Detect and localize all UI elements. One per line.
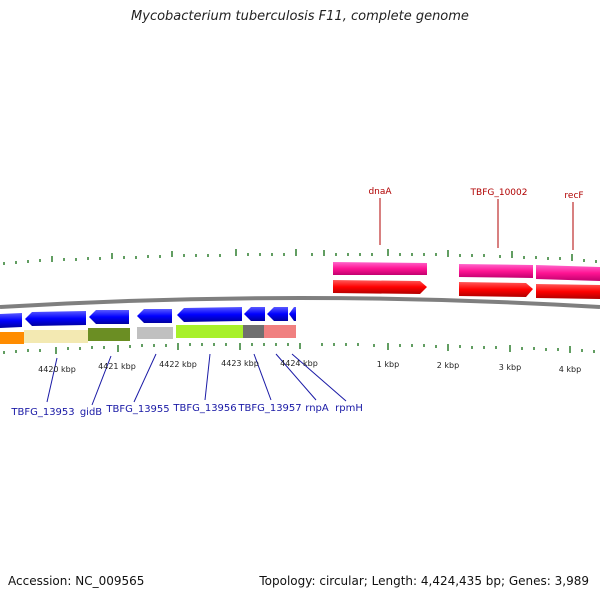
- leader-lines-red: [379, 198, 574, 250]
- cds-tbfg-13956[interactable]: [177, 307, 242, 322]
- kbp-label: 4420 kbp: [38, 365, 76, 374]
- gene-label[interactable]: rpmH: [335, 403, 363, 414]
- cds-tbfg-13953[interactable]: [25, 311, 86, 326]
- kbp-label: 4422 kbp: [159, 360, 197, 369]
- cds-tbfg-10002[interactable]: [459, 282, 533, 297]
- feature-orange[interactable]: [0, 332, 24, 344]
- forward-cds-track: [333, 280, 600, 299]
- cds-rnpA[interactable]: [267, 307, 288, 321]
- kbp-label: 3 kbp: [499, 363, 521, 372]
- kbp-label: 4423 kbp: [221, 359, 259, 368]
- accession-label: Accession: NC_009565: [8, 574, 145, 588]
- gene-label[interactable]: TBFG_10002: [470, 188, 528, 198]
- tick-row-outer: [3, 249, 597, 265]
- feature-grey-dark[interactable]: [243, 325, 264, 338]
- kbp-label: 4 kbp: [559, 365, 581, 374]
- gene-label[interactable]: dnaA: [368, 187, 392, 197]
- reverse-cds-track: [0, 307, 296, 328]
- cds-tbfg-13957[interactable]: [244, 307, 265, 321]
- tick-row-inner: [3, 343, 595, 354]
- feature-salmon[interactable]: [264, 325, 296, 338]
- cds-rpmH[interactable]: [289, 307, 296, 321]
- gene-dnaA[interactable]: [333, 262, 427, 275]
- gene-label[interactable]: TBFG_13953: [10, 407, 74, 418]
- gene-labels-blue: TBFG_13953 gidB TBFG_13955 TBFG_13956 TB…: [10, 403, 363, 418]
- cds-recF[interactable]: [536, 284, 600, 299]
- forward-gene-track: [333, 262, 600, 281]
- cds-tbfg-13955[interactable]: [137, 309, 172, 323]
- gene-label[interactable]: gidB: [80, 407, 102, 418]
- feature-cream[interactable]: [24, 330, 88, 343]
- topology-label: Topology: circular; Length: 4,424,435 bp…: [259, 574, 589, 588]
- gene-label[interactable]: rnpA: [305, 403, 329, 414]
- gene-labels-red: dnaA TBFG_10002 recF: [368, 187, 583, 201]
- kbp-label: 4421 kbp: [98, 362, 136, 371]
- gene-label[interactable]: recF: [564, 191, 583, 201]
- feature-lime[interactable]: [176, 325, 243, 338]
- reverse-feature-track: [0, 325, 296, 344]
- genome-backbone: [0, 296, 600, 309]
- kbp-scale-labels: 4420 kbp 4421 kbp 4422 kbp 4423 kbp 4424…: [38, 359, 581, 374]
- cds-gidB[interactable]: [89, 310, 129, 324]
- feature-grey-light[interactable]: [137, 327, 173, 339]
- kbp-label: 4424 kbp: [280, 359, 318, 368]
- gene-label[interactable]: TBFG_13955: [105, 404, 169, 415]
- kbp-label: 2 kbp: [437, 361, 459, 370]
- kbp-label: 1 kbp: [377, 360, 399, 369]
- cds-tbfg-13953-partial[interactable]: [0, 313, 22, 328]
- feature-olive[interactable]: [88, 328, 130, 341]
- gene-label[interactable]: TBFG_13957: [237, 403, 301, 414]
- cds-dnaA[interactable]: [333, 280, 427, 294]
- leader-lines-blue: [46, 353, 347, 406]
- map-title: Mycobacterium tuberculosis F11, complete…: [131, 9, 469, 24]
- gene-tbfg-10002[interactable]: [459, 264, 533, 278]
- gene-recF[interactable]: [536, 265, 600, 281]
- gene-label[interactable]: TBFG_13956: [172, 403, 236, 414]
